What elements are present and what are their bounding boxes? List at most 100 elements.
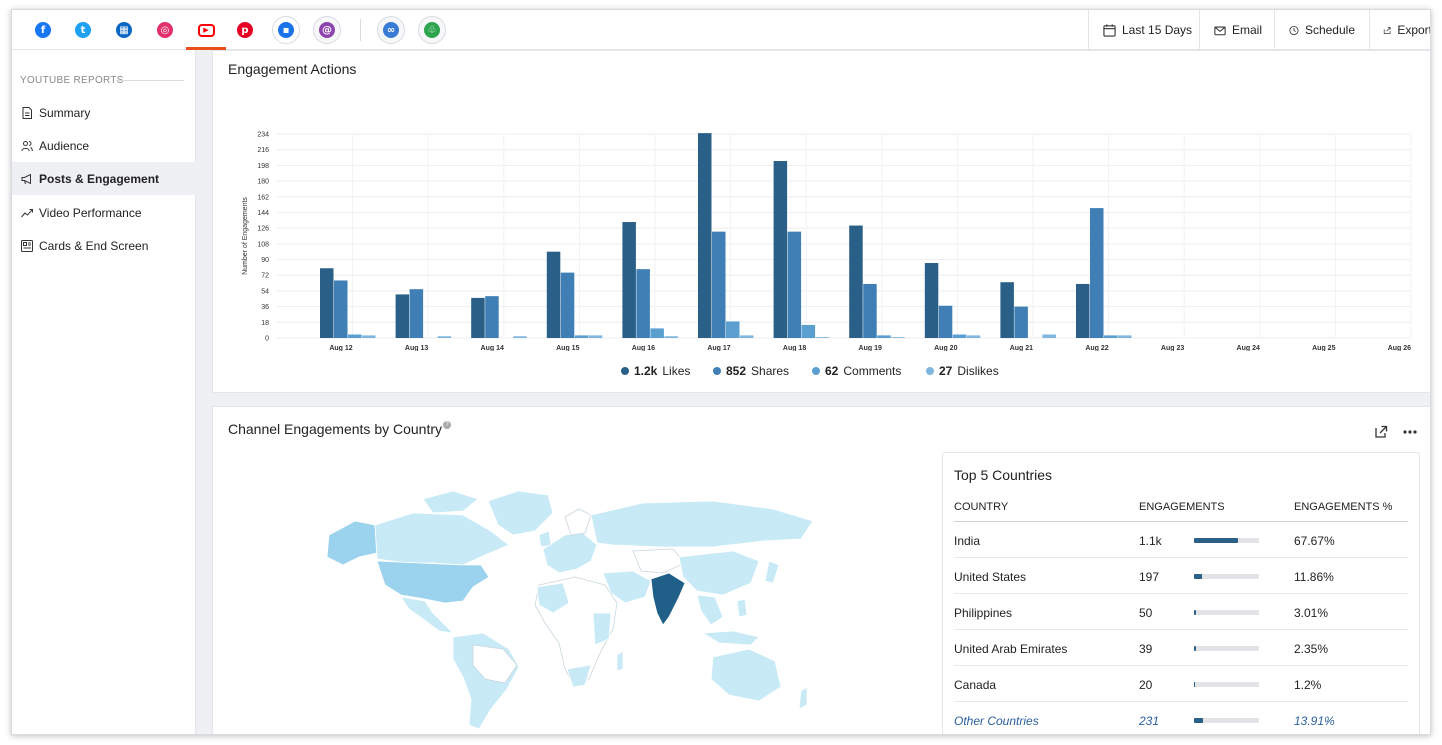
network-tab-threads[interactable]: @	[313, 16, 341, 44]
bar-likes-aug-12[interactable]	[320, 268, 334, 338]
bar-dislikes-aug-18[interactable]	[815, 337, 830, 338]
bar-shares-aug-20[interactable]	[938, 305, 953, 338]
map-australia	[710, 648, 782, 702]
bar-likes-aug-15[interactable]	[546, 251, 561, 338]
other-countries-link[interactable]: Other Countries	[954, 714, 1039, 728]
date-range-button[interactable]: Last 15 Days	[1088, 10, 1274, 50]
map-scandinavia	[564, 508, 592, 536]
schedule-button[interactable]: Schedule	[1274, 10, 1369, 50]
table-row[interactable]: United States 197 11.86%	[954, 558, 1408, 594]
bar-likes-aug-20[interactable]	[924, 263, 939, 338]
legend-item-comments[interactable]: 62 Comments	[812, 364, 901, 378]
bar-dislikes-aug-16[interactable]	[664, 336, 678, 338]
sidebar-item-summary[interactable]: Summary	[12, 96, 196, 129]
table-row[interactable]: Philippines 50 3.01%	[954, 594, 1408, 630]
share-bar-track	[1194, 610, 1259, 615]
legend-item-likes[interactable]: 1.2k Likes	[621, 364, 690, 378]
country-name: Canada	[954, 678, 997, 692]
bar-shares-aug-16[interactable]	[636, 269, 650, 338]
bar-comments-aug-12[interactable]	[348, 334, 362, 338]
bar-dislikes-aug-17[interactable]	[740, 335, 754, 338]
sidebar-item-audience[interactable]: Audience	[12, 129, 196, 162]
bar-comments-aug-15[interactable]	[574, 335, 589, 338]
bar-shares-aug-21[interactable]	[1014, 306, 1028, 338]
bar-shares-aug-22[interactable]	[1090, 208, 1104, 338]
bar-likes-aug-19[interactable]	[849, 225, 863, 338]
table-header-rule	[954, 521, 1408, 522]
x-tick-label: Aug 14	[481, 345, 504, 351]
network-tab-linkedin[interactable]: ▦	[110, 16, 138, 44]
legend-item-shares[interactable]: 852 Shares	[713, 364, 789, 378]
bar-dislikes-aug-21[interactable]	[1042, 334, 1056, 338]
table-row[interactable]: Canada 20 1.2%	[954, 666, 1408, 702]
network-tab-leaf[interactable]: ♧	[418, 16, 446, 44]
col-header-country[interactable]: COUNTRY	[954, 501, 1009, 513]
bar-likes-aug-13[interactable]	[395, 294, 410, 338]
bar-likes-aug-22[interactable]	[1076, 283, 1090, 338]
bar-dislikes-aug-15[interactable]	[588, 335, 603, 338]
bar-dislikes-aug-13[interactable]	[437, 336, 452, 338]
bar-likes-aug-16[interactable]	[622, 222, 636, 338]
bar-shares-aug-19[interactable]	[863, 283, 877, 338]
bar-comments-aug-18[interactable]	[801, 324, 816, 338]
other-countries-row[interactable]: Other Countries 231 13.91%	[954, 702, 1408, 734]
bar-likes-aug-18[interactable]	[773, 161, 788, 338]
more-options-icon[interactable]	[1402, 424, 1418, 440]
help-icon[interactable]: ?	[443, 421, 452, 429]
sidebar-item-cards-end-screen[interactable]: Cards & End Screen	[12, 229, 196, 262]
open-external-icon[interactable]	[1373, 424, 1389, 440]
cards-icon	[21, 239, 33, 252]
x-tick-label: Aug 19	[859, 345, 882, 351]
network-tab-google-business[interactable]: ▪	[272, 16, 300, 44]
network-tab-youtube[interactable]: ▶	[192, 16, 220, 44]
bar-comments-aug-20[interactable]	[952, 334, 967, 338]
bar-likes-aug-21[interactable]	[1000, 282, 1014, 338]
bar-likes-aug-17[interactable]	[698, 133, 712, 338]
legend-item-dislikes[interactable]: 27 Dislikes	[926, 364, 999, 378]
bar-comments-aug-17[interactable]	[726, 321, 740, 338]
bar-shares-aug-13[interactable]	[409, 289, 424, 338]
top-countries-title: Top 5 Countries	[954, 467, 1053, 483]
network-tab-instagram[interactable]: ◎	[151, 16, 179, 44]
network-tab-link[interactable]: ∞	[377, 16, 405, 44]
map-china	[678, 550, 760, 596]
bar-dislikes-aug-22[interactable]	[1118, 335, 1132, 338]
bar-dislikes-aug-20[interactable]	[966, 335, 981, 338]
network-tab-twitter[interactable]: t	[69, 16, 97, 44]
bar-comments-aug-22[interactable]	[1104, 335, 1118, 338]
y-tick-label: 216	[257, 147, 269, 154]
email-button[interactable]: Email	[1199, 10, 1276, 50]
map-brazil	[472, 644, 518, 684]
bar-comments-aug-16[interactable]	[650, 328, 664, 338]
bar-dislikes-aug-12[interactable]	[362, 335, 376, 338]
x-tick-label: Aug 17	[707, 345, 730, 351]
x-tick-label: Aug 22	[1085, 345, 1108, 351]
export-button[interactable]: Export	[1369, 10, 1430, 50]
clock-icon	[1289, 25, 1299, 35]
map-madagascar	[616, 650, 624, 672]
country-percent: 67.67%	[1294, 534, 1335, 548]
top-toolbar: f t ▦ ◎ ▶ p ▪ @ ∞ ♧ Last 15 Days Email Schedule E…	[12, 10, 1430, 50]
bar-shares-aug-15[interactable]	[560, 272, 575, 338]
network-tab-pinterest[interactable]: p	[231, 16, 259, 44]
y-tick-label: 126	[257, 226, 269, 233]
col-header-engagements[interactable]: ENGAGEMENTS	[1139, 501, 1225, 513]
sidebar-item-video-performance[interactable]: Video Performance	[12, 196, 196, 229]
bar-likes-aug-14[interactable]	[471, 297, 485, 338]
bar-dislikes-aug-19[interactable]	[891, 337, 905, 338]
table-row[interactable]: United Arab Emirates 39 2.35%	[954, 630, 1408, 666]
table-row[interactable]: India 1.1k 67.67%	[954, 522, 1408, 558]
bar-dislikes-aug-14[interactable]	[513, 336, 527, 338]
likes-total: 1.2k	[634, 364, 658, 378]
bar-shares-aug-18[interactable]	[787, 231, 802, 338]
bar-shares-aug-17[interactable]	[712, 231, 726, 338]
network-divider	[360, 19, 361, 41]
map-arctic-islands	[422, 490, 479, 514]
shares-label: Shares	[751, 364, 790, 378]
bar-shares-aug-12[interactable]	[334, 280, 348, 338]
col-header-engagements-percent[interactable]: ENGAGEMENTS %	[1294, 501, 1393, 513]
bar-comments-aug-19[interactable]	[877, 335, 891, 338]
sidebar-item-posts-engagement[interactable]: Posts & Engagement	[12, 162, 196, 195]
network-tab-facebook[interactable]: f	[29, 16, 57, 44]
bar-shares-aug-14[interactable]	[485, 296, 499, 338]
